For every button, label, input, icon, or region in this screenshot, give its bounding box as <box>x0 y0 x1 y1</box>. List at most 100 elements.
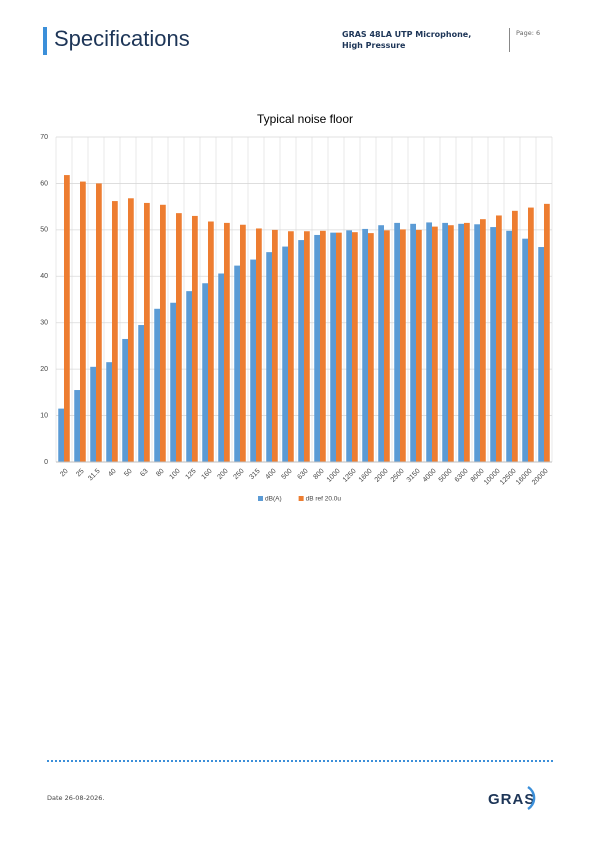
x-tick-label: 800 <box>313 468 326 481</box>
bar <box>314 234 320 462</box>
x-tick-label: 1000 <box>326 468 342 484</box>
bar <box>144 202 150 462</box>
y-tick-label: 40 <box>40 273 48 280</box>
divider <box>47 760 553 762</box>
x-tick-label: 25 <box>75 468 86 479</box>
logo-text: GRAS <box>488 791 535 808</box>
x-tick-label: 400 <box>265 468 278 481</box>
bar <box>506 230 512 462</box>
x-tick-label: 160 <box>201 468 214 481</box>
bar <box>512 210 518 462</box>
x-tick-label: 20 <box>59 468 70 479</box>
bar <box>192 215 198 462</box>
x-tick-label: 315 <box>249 468 262 481</box>
separator <box>509 28 510 52</box>
bar <box>362 228 368 462</box>
bar <box>330 232 336 462</box>
bar <box>442 222 448 462</box>
bar <box>266 252 272 462</box>
x-tick-label: 125 <box>185 468 198 481</box>
bar <box>128 198 134 462</box>
bar <box>96 183 102 462</box>
bar <box>64 175 70 463</box>
x-tick-label: 40 <box>107 468 118 479</box>
bar <box>90 366 96 462</box>
bar <box>138 325 144 462</box>
bar <box>304 231 310 462</box>
bar <box>410 223 416 462</box>
bar <box>458 223 464 462</box>
bar <box>416 229 422 462</box>
bar <box>122 338 128 462</box>
bar <box>432 226 438 462</box>
bar <box>368 233 374 462</box>
bar <box>384 230 390 462</box>
legend-label: dB(A) <box>265 496 282 503</box>
y-tick-label: 10 <box>40 412 48 419</box>
x-tick-label: 31.5 <box>87 468 102 483</box>
legend-label: dB ref 20.0u <box>306 496 342 503</box>
bar <box>426 222 432 462</box>
x-tick-label: 10000 <box>483 468 502 487</box>
x-tick-label: 16000 <box>515 468 534 487</box>
bar <box>528 207 534 462</box>
bar <box>234 265 240 462</box>
bar <box>464 222 470 462</box>
bar <box>170 302 176 462</box>
bar <box>320 230 326 462</box>
bar <box>186 291 192 462</box>
x-tick-label: 1250 <box>342 468 358 484</box>
legend-swatch <box>258 496 263 501</box>
bar <box>480 219 486 462</box>
bar <box>400 229 406 462</box>
y-tick-label: 70 <box>40 134 48 141</box>
bar <box>544 203 550 462</box>
bar <box>80 181 86 463</box>
x-tick-label: 200 <box>217 468 230 481</box>
x-tick-label: 5000 <box>438 468 454 484</box>
x-tick-label: 63 <box>139 468 150 479</box>
bar <box>202 283 208 462</box>
x-tick-label: 1600 <box>358 468 374 484</box>
product-name: GRAS 48LA UTP Microphone, High Pressure <box>342 30 472 50</box>
bar <box>154 308 160 462</box>
bar <box>490 227 496 462</box>
bar <box>160 204 166 462</box>
bar <box>352 232 358 462</box>
bar <box>106 362 112 462</box>
bar <box>336 232 342 462</box>
bar <box>282 246 288 462</box>
bar <box>298 240 304 462</box>
bar <box>288 231 294 462</box>
y-tick-label: 20 <box>40 366 48 373</box>
x-tick-label: 3150 <box>406 468 422 484</box>
page-number: Page: 6 <box>516 29 541 37</box>
logo: GRAS <box>488 785 536 811</box>
x-tick-label: 12500 <box>499 468 518 487</box>
chart-title: Typical noise floor <box>257 112 353 126</box>
bar <box>240 224 246 462</box>
x-tick-label: 4000 <box>422 468 438 484</box>
x-tick-label: 2500 <box>390 468 406 484</box>
y-tick-label: 60 <box>40 180 48 187</box>
x-tick-label: 50 <box>123 468 134 479</box>
page-title: Specifications <box>54 26 190 51</box>
bar <box>58 408 64 462</box>
bar <box>112 201 118 463</box>
bar <box>474 224 480 462</box>
x-tick-label: 630 <box>297 468 310 481</box>
bar <box>250 259 256 462</box>
bar <box>346 230 352 462</box>
bar <box>378 225 384 462</box>
bar <box>256 228 262 462</box>
x-tick-label: 20000 <box>531 468 550 487</box>
bar <box>224 222 230 462</box>
date: Date 26-08-2026. <box>47 794 105 802</box>
bar <box>208 221 214 462</box>
y-tick-label: 50 <box>40 227 48 234</box>
bar <box>74 390 80 462</box>
bar <box>448 225 454 462</box>
x-tick-label: 2000 <box>374 468 390 484</box>
